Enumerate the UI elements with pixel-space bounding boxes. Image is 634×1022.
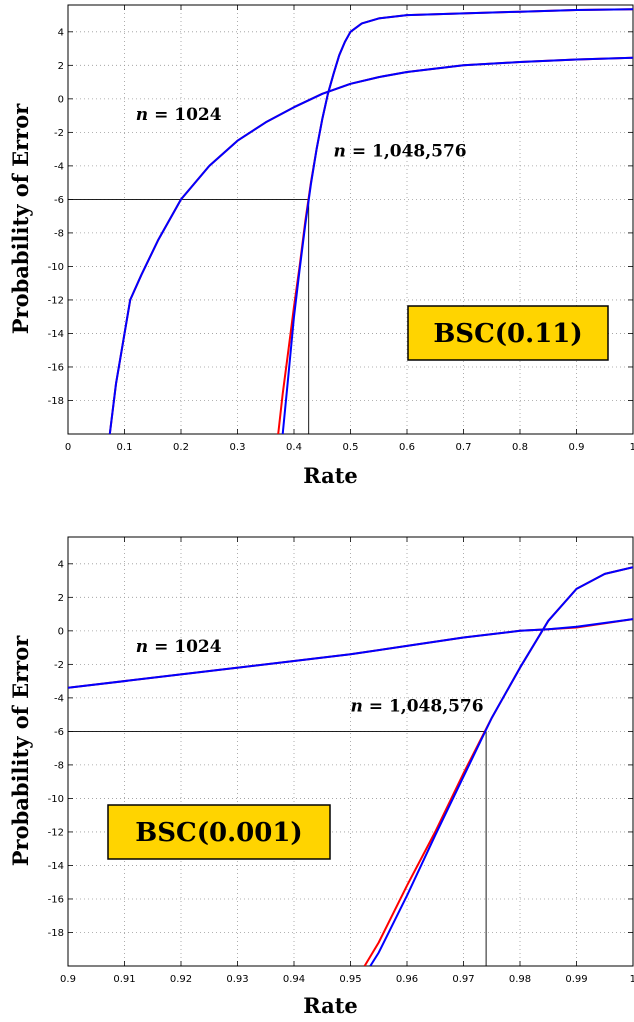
annotation-value: = 1024 [148,105,222,125]
y-tick-label: -4 [54,161,64,172]
channel-label: BSC(0.001) [135,818,302,848]
y-tick-label: 2 [58,593,64,604]
channel-label: BSC(0.11) [433,319,582,349]
y-tick-label: -12 [48,295,64,306]
annotation-variable: n [351,696,363,716]
series-line-2 [68,618,633,689]
x-tick-label: 0.5 [343,442,359,453]
x-tick-label: 0.96 [396,974,418,985]
x-tick-label: 0.8 [512,442,528,453]
gridlines [67,5,634,434]
y-tick-label: -6 [54,195,64,206]
x-tick-label: 0.93 [226,974,248,985]
annotation-value: = 1,048,576 [346,142,467,162]
x-tick-label: 0.91 [113,974,135,985]
y-tick-label: 2 [58,61,64,72]
chart-panel-1: 0 0.1 0.2 0.3 0.4 0.5 0.6 0.7 0.8 0.9 1 4 2 0 -2 -4 -6 -8… [8,4,634,488]
x-tick-label: 0.7 [456,442,472,453]
y-tick-label: -16 [48,894,64,905]
x-tick-label: 1 [630,974,634,985]
y-tick-label: 0 [58,94,64,105]
x-tick-label: 0.4 [286,442,302,453]
x-tick-label: 0.1 [117,442,133,453]
annotation-variable: n [136,105,148,125]
y-tick-label: -8 [54,760,64,771]
y-tick-label: -18 [48,396,64,407]
y-tick-label: -10 [48,262,64,273]
channel-label-box [407,305,609,361]
x-tick-label: 0.9 [569,442,585,453]
series-line-4 [369,566,633,966]
series-line-2 [108,56,633,434]
x-tick-label: 0.92 [170,974,192,985]
chart-panel-2: 0.9 0.91 0.92 0.93 0.94 0.95 0.96 0.97 0.98 0.99 1… [8,536,634,1018]
y-axis-label: Probability of Error [8,103,33,334]
annotation-variable: n [334,142,346,162]
annotation-variable: n [136,637,148,657]
curve-annotation-2: n = 1,048,576 [351,696,484,716]
series-group [68,566,633,966]
y-tick-label: -2 [54,660,64,671]
series-line-3 [277,8,633,434]
y-tick-label: -8 [54,228,64,239]
annotation-value: = 1024 [148,637,222,657]
y-axis-label: Probability of Error [8,635,33,866]
x-tick-label: 0.99 [565,974,587,985]
x-tick-label: 0.95 [339,974,361,985]
y-tick-label: -18 [48,928,64,939]
x-tick-label: 0 [65,442,71,453]
y-tick-label: -2 [54,128,64,139]
curve-annotation-1: n = 1024 [136,637,222,657]
y-tick-label: -10 [48,794,64,805]
y-tick-label: 4 [58,27,64,38]
y-tick-label: -14 [48,329,64,340]
curve-annotation-2: n = 1,048,576 [334,142,467,162]
y-tick-label: -6 [54,727,64,738]
y-tick-label: -12 [48,827,64,838]
x-tick-label: 0.94 [283,974,305,985]
x-tick-label: 0.3 [230,442,246,453]
series-line-3 [363,566,633,966]
y-tick-label: 4 [58,559,64,570]
y-tick-label: 0 [58,626,64,637]
x-tick-label: 0.2 [173,442,189,453]
channel-label-box [107,804,331,860]
x-tick-label: 0.6 [399,442,415,453]
x-tick-label: 0.97 [452,974,474,985]
x-axis-label: Rate [303,463,358,488]
x-tick-label: 0.98 [509,974,531,985]
y-tick-label: -4 [54,693,64,704]
gridlines [67,537,634,966]
x-tick-label: 0.9 [60,974,76,985]
y-tick-label: -14 [48,861,64,872]
x-tick-label: 1 [630,442,634,453]
y-tick-label: -16 [48,362,64,373]
series-line-4 [281,8,633,434]
series-group [108,8,633,434]
annotation-value: = 1,048,576 [363,696,484,716]
curve-annotation-1: n = 1024 [136,105,222,125]
x-axis-label: Rate [303,993,358,1018]
